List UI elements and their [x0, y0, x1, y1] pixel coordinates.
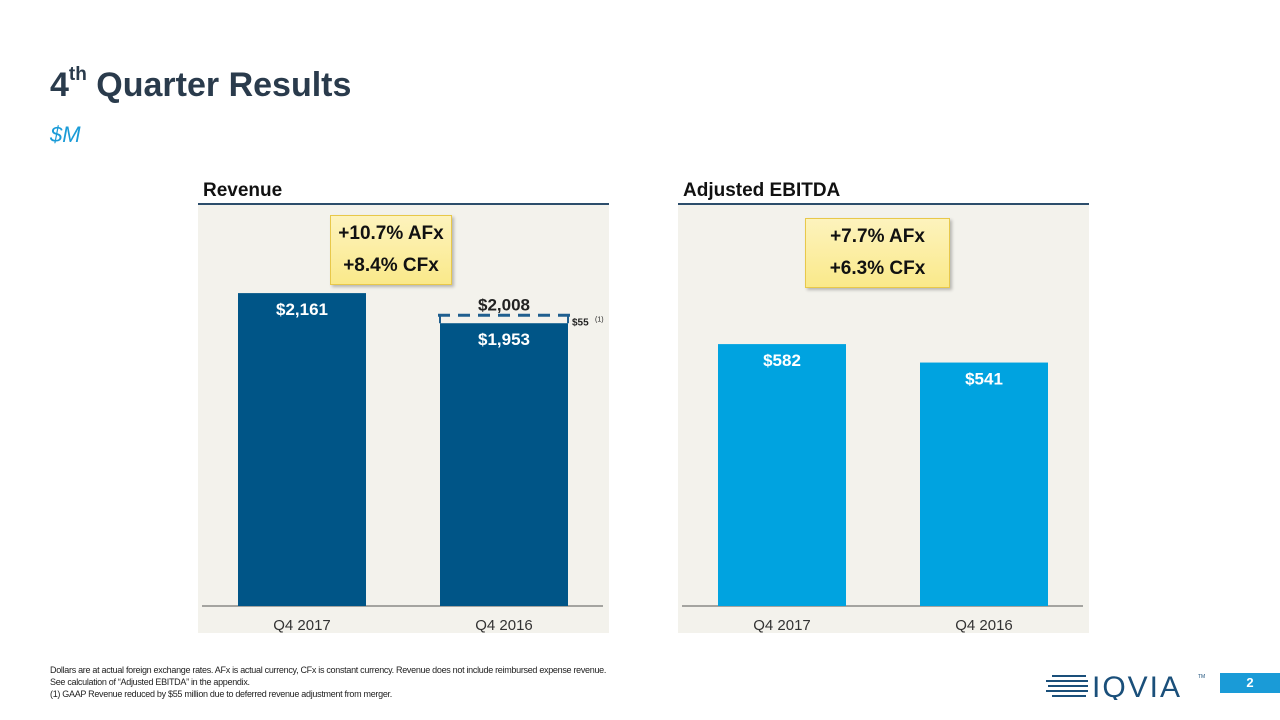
iqvia-logo: IQVIA TM: [1046, 670, 1212, 705]
data-label: $2,161: [276, 300, 328, 319]
footnote-ref: (1): [595, 316, 604, 323]
revenue-chart: $2,161 Q4 2017 $1,953 Q4 2016 $2,008 $55 (1) R…: [198, 180, 609, 633]
svg-text:TM: TM: [1198, 674, 1205, 680]
bar: [718, 344, 846, 606]
total-label: $2,008: [478, 295, 530, 314]
bar: [920, 362, 1048, 606]
chart-title: Revenue: [203, 180, 283, 201]
bar: [238, 293, 366, 606]
bar: [440, 323, 568, 606]
data-label: $1,953: [478, 330, 530, 349]
growth-callout: +10.7% AFx +8.4% CFx: [330, 215, 452, 285]
chart-title: Adjusted EBITDA: [683, 180, 841, 201]
footnotes: Dollars are at actual foreign exchange r…: [50, 665, 607, 699]
category-label: Q4 2017: [273, 617, 331, 633]
category-label: Q4 2017: [753, 617, 811, 633]
data-label: $582: [763, 351, 801, 370]
growth-callout: +7.7% AFx +6.3% CFx: [805, 218, 950, 288]
adjustment-label: $55: [572, 317, 589, 328]
category-label: Q4 2016: [955, 617, 1013, 633]
page-subtitle: $M: [50, 122, 81, 147]
page-title: 4th Quarter Results: [50, 64, 352, 104]
page-number: 2: [1220, 673, 1280, 693]
ebitda-chart: $582 Q4 2017 $541 Q4 2016 Adjusted EBITDA +…: [678, 180, 1089, 633]
data-label: $541: [965, 370, 1003, 389]
svg-text:IQVIA: IQVIA: [1092, 671, 1182, 700]
category-label: Q4 2016: [475, 617, 533, 633]
